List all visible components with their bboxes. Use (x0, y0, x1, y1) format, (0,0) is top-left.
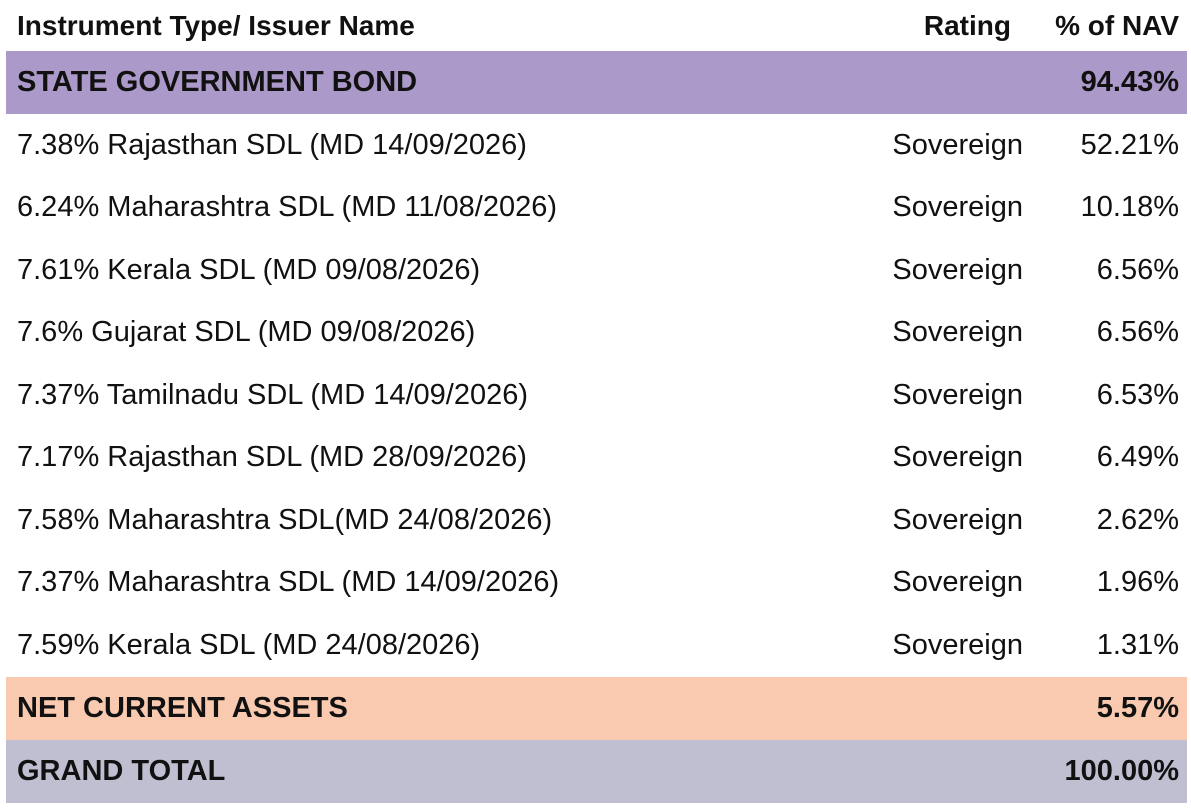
table-header-row: Instrument Type/ Issuer Name Rating % of… (6, 0, 1187, 51)
issuer-name: 7.61% Kerala SDL (MD 09/08/2026) (17, 253, 481, 286)
nav-value: 2.62% (1096, 503, 1179, 536)
section-nav-value: 100.00% (1064, 754, 1180, 787)
nav-value: 6.56% (1096, 253, 1179, 286)
section-nav-value: 5.57% (1096, 691, 1179, 724)
nav-value: 6.56% (1096, 316, 1179, 349)
column-header-rating: Rating (923, 9, 1011, 41)
holdings-list: 7.38% Rajasthan SDL (MD 14/09/2026) Sover… (6, 114, 1187, 677)
rating-value: Sovereign (892, 378, 1023, 411)
nav-value: 52.21% (1080, 128, 1179, 161)
table-row: 7.37% Tamilnadu SDL (MD 14/09/2026) Sover… (6, 364, 1187, 427)
table-row: 7.37% Maharashtra SDL (MD 14/09/2026) Sov… (6, 552, 1187, 615)
table-row: 7.59% Kerala SDL (MD 24/08/2026) Sovereig… (6, 614, 1187, 677)
section-label: NET CURRENT ASSETS (17, 691, 348, 724)
rating-value: Sovereign (892, 628, 1023, 661)
nav-value: 1.96% (1096, 566, 1179, 599)
section-nav-value: 94.43% (1027, 66, 1187, 99)
issuer-name: 6.24% Maharashtra SDL (MD 11/08/2026) (17, 191, 557, 224)
table-row: 6.24% Maharashtra SDL (MD 11/08/2026) Sov… (6, 177, 1187, 240)
table-row: 7.17% Rajasthan SDL (MD 28/09/2026) Sover… (6, 427, 1187, 490)
table-row: 7.38% Rajasthan SDL (MD 14/09/2026) Sover… (6, 114, 1187, 177)
rating-value: Sovereign (892, 128, 1023, 161)
issuer-name: 7.37% Tamilnadu SDL (MD 14/09/2026) (17, 378, 529, 411)
issuer-name: 7.37% Maharashtra SDL (MD 14/09/2026) (17, 566, 560, 599)
nav-value: 10.18% (1080, 191, 1179, 224)
issuer-name: 7.59% Kerala SDL (MD 24/08/2026) (17, 628, 481, 661)
issuer-name: 7.17% Rajasthan SDL (MD 28/09/2026) (17, 441, 527, 474)
rating-value: Sovereign (892, 191, 1023, 224)
column-header-issuer: Instrument Type/ Issuer Name (17, 9, 415, 41)
rating-value: Sovereign (892, 441, 1023, 474)
portfolio-holdings-table: Instrument Type/ Issuer Name Rating % of… (6, 0, 1187, 803)
section-row-net-current-assets: NET CURRENT ASSETS 5.57% (6, 676, 1187, 740)
section-label: GRAND TOTAL (17, 754, 226, 787)
section-row-state-government-bond: STATE GOVERNMENT BOND 94.43% (6, 51, 1187, 114)
nav-value: 1.31% (1096, 628, 1179, 661)
nav-value: 6.53% (1096, 378, 1179, 411)
nav-value: 6.49% (1096, 441, 1179, 474)
column-header-nav: % of NAV (1055, 9, 1179, 41)
issuer-name: 7.6% Gujarat SDL (MD 09/08/2026) (17, 316, 476, 349)
table-row: 7.6% Gujarat SDL (MD 09/08/2026) Sovereig… (6, 302, 1187, 365)
section-row-grand-total: GRAND TOTAL 100.00% (6, 739, 1187, 803)
rating-value: Sovereign (892, 253, 1023, 286)
table-row: 7.58% Maharashtra SDL(MD 24/08/2026) Sove… (6, 489, 1187, 552)
rating-value: Sovereign (892, 316, 1023, 349)
table-row: 7.61% Kerala SDL (MD 09/08/2026) Sovereig… (6, 239, 1187, 302)
section-label: STATE GOVERNMENT BOND (17, 66, 418, 98)
issuer-name: 7.38% Rajasthan SDL (MD 14/09/2026) (17, 128, 527, 161)
rating-value: Sovereign (892, 566, 1023, 599)
rating-value: Sovereign (892, 503, 1023, 536)
issuer-name: 7.58% Maharashtra SDL(MD 24/08/2026) (17, 503, 553, 536)
